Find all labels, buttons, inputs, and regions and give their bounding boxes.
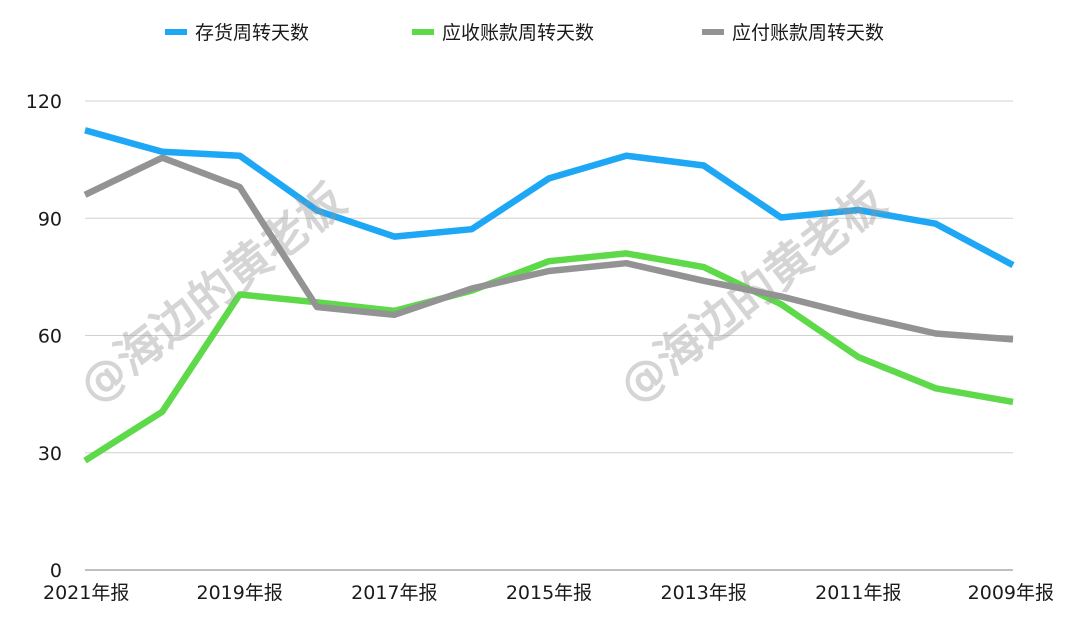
- x-tick-label: 2019年报: [196, 582, 282, 604]
- y-tick-label: 30: [38, 443, 62, 465]
- series-lines: [83, 127, 1015, 464]
- watermark-text: @海边的黄老板: [69, 173, 356, 414]
- x-tick-label: 2021年报: [43, 582, 129, 604]
- x-tick-label: 2015年报: [506, 582, 592, 604]
- legend-label: 应付账款周转天数: [732, 22, 884, 44]
- x-axis-ticks: 2021年报 2019年报 2017年报 2015年报 2013年报 2011年报 2009…: [43, 582, 1054, 604]
- legend-label: 应收账款周转天数: [442, 22, 594, 44]
- y-tick-label: 90: [38, 208, 62, 230]
- x-tick-label: 2011年报: [815, 582, 901, 604]
- grid-lines: [85, 100, 1013, 571]
- x-tick-label: 2009年报: [968, 582, 1054, 604]
- y-tick-label: 0: [50, 560, 62, 582]
- y-axis-ticks: 0 30 60 90 120: [26, 91, 62, 582]
- x-tick-label: 2017年报: [351, 582, 437, 604]
- watermark-text: @海边的黄老板: [609, 173, 896, 414]
- y-tick-label: 60: [38, 326, 62, 348]
- y-tick-label: 120: [26, 91, 62, 113]
- legend: 存货周转天数 应收账款周转天数 应付账款周转天数: [165, 22, 884, 44]
- legend-label: 存货周转天数: [195, 22, 309, 44]
- x-tick-label: 2013年报: [660, 582, 746, 604]
